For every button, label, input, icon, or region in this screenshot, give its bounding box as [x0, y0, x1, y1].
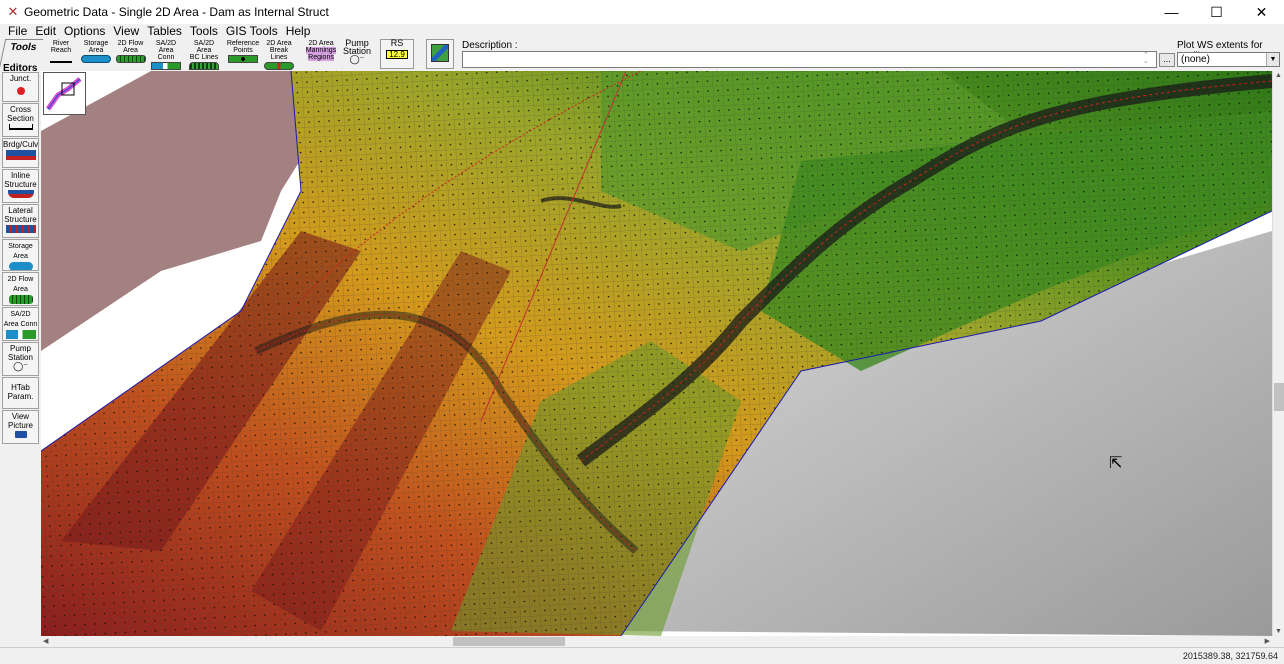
hillshade-area	[616, 231, 1272, 636]
hecras-icon: ✕	[7, 4, 19, 19]
terrain-ridge	[41, 71, 306, 351]
cross-section-icon	[8, 124, 33, 130]
minimize-button[interactable]: —	[1164, 4, 1179, 20]
camera-icon	[14, 431, 27, 438]
junction-icon	[16, 87, 25, 95]
sa-2d-conn-button[interactable]: SA/2D Area Conn	[148, 39, 184, 70]
menu-bar: File Edit Options View Tables Tools GIS …	[0, 24, 1284, 38]
scroll-right-icon[interactable]: ▶	[1264, 638, 1270, 645]
editor-sa-2d-conn-button[interactable]: SA/2D Area Conn	[2, 307, 39, 341]
menu-gis-tools[interactable]: GIS Tools	[225, 24, 278, 38]
scroll-left-icon[interactable]: ◀	[43, 638, 49, 645]
2d-area-boundary	[41, 71, 302, 452]
pump-station-icon: ◯⁻	[13, 361, 28, 371]
reference-points-button[interactable]: Reference Points	[225, 39, 261, 69]
2d-mesh-grid	[41, 71, 1272, 636]
description-browse-button[interactable]: ...	[1159, 53, 1175, 67]
editor-cross-section-button[interactable]: Cross Section	[2, 103, 39, 137]
editor-view-picture-button[interactable]: View Picture	[2, 410, 39, 444]
editor-junction-button[interactable]: Junct.	[2, 72, 39, 102]
background-map-button[interactable]	[426, 39, 454, 69]
2d-flow-area-button[interactable]: 2D Flow Area	[114, 39, 147, 69]
plot-ws-selected: (none)	[1181, 54, 1210, 65]
terrain-map	[41, 71, 1272, 636]
coordinate-readout: 2015389.38, 321759.64	[1182, 651, 1278, 661]
bc-lines-icon	[189, 62, 219, 70]
editor-bridge-culvert-button[interactable]: Brdg/Culv	[2, 138, 39, 168]
river-reach-button[interactable]: River Reach	[45, 39, 77, 69]
scroll-down-icon[interactable]: ▼	[1275, 628, 1282, 635]
editor-pump-station-button[interactable]: Pump Station ◯⁻	[2, 342, 39, 376]
geometry-map-canvas[interactable]	[41, 71, 1272, 636]
description-spin-icon[interactable]: ⌃ ⌄	[1143, 52, 1149, 65]
vertical-scroll-thumb[interactable]	[1274, 383, 1284, 411]
horizontal-scrollbar[interactable]: ◀ ▶	[41, 636, 1272, 647]
tab-editors[interactable]: Editors	[3, 63, 38, 74]
title-bar: ✕ Geometric Data - Single 2D Area - Dam …	[0, 0, 1284, 24]
chevron-down-icon: ▼	[1266, 53, 1279, 66]
editors-panel: Editors Junct. Cross Section Brdg/Culv I…	[2, 63, 40, 645]
horizontal-scroll-thumb[interactable]	[453, 637, 565, 646]
menu-file[interactable]: File	[8, 24, 28, 38]
menu-tables[interactable]: Tables	[147, 24, 182, 38]
vertical-scrollbar[interactable]: ▲ ▼	[1272, 71, 1284, 636]
river-reach-icon	[50, 55, 72, 63]
status-bar: 2015389.38, 321759.64	[0, 647, 1284, 664]
toolbar: River Reach Storage Area 2D Flow Area SA/2D…	[0, 38, 1284, 70]
storage-area-icon	[8, 262, 33, 270]
editor-inline-structure-button[interactable]: Inline Structure	[2, 169, 39, 203]
htab-icon: HTab Param.	[7, 383, 34, 401]
overview-map	[45, 77, 82, 111]
sa-2d-conn-icon	[5, 330, 36, 339]
window-title: Geometric Data - Single 2D Area - Dam as…	[24, 5, 329, 19]
pump-station-button[interactable]: Pump Station ◯⁻	[342, 38, 372, 64]
reference-points-icon	[228, 55, 258, 63]
storage-area-button[interactable]: Storage Area	[79, 39, 113, 69]
menu-help[interactable]: Help	[285, 24, 311, 38]
close-button[interactable]: ✕	[1255, 3, 1268, 20]
pump-station-icon: ◯⁻	[349, 54, 365, 64]
mouse-cursor-icon: ⇱	[1109, 455, 1123, 472]
editor-2d-flow-area-button[interactable]: 2D Flow Area	[2, 272, 39, 306]
internal-structure-line	[255, 314, 637, 552]
overview-inset[interactable]	[43, 72, 86, 115]
break-lines-icon	[264, 62, 294, 70]
bridge-culvert-icon	[5, 150, 36, 160]
description-input[interactable]	[462, 51, 1157, 68]
break-line	[580, 80, 1272, 462]
background-map-icon	[431, 44, 449, 62]
2d-area-boundary	[620, 210, 1272, 636]
bc-lines-button[interactable]: SA/2D Area BC Lines	[185, 39, 223, 70]
channel-segment	[540, 196, 622, 209]
maximize-button[interactable]: ☐	[1210, 3, 1223, 20]
plot-ws-select[interactable]: (none) ▼	[1177, 52, 1280, 67]
2d-flow-area-icon	[8, 295, 33, 304]
menu-options[interactable]: Options	[64, 24, 106, 38]
mannings-regions-button[interactable]: 2D Area Mannings Regions	[305, 40, 337, 61]
inline-structure-icon	[7, 190, 34, 198]
editor-lateral-structure-button[interactable]: Lateral Structure	[2, 204, 39, 238]
sa-2d-conn-icon	[151, 62, 181, 70]
scroll-up-icon[interactable]: ▲	[1275, 72, 1282, 79]
2d-flow-area-icon	[115, 55, 146, 63]
description-label: Description :	[462, 40, 518, 51]
break-line	[480, 71, 627, 422]
menu-tools[interactable]: Tools	[189, 24, 218, 38]
rs-icon: 12.9	[386, 50, 408, 59]
menu-edit[interactable]: Edit	[35, 24, 57, 38]
editor-htab-button[interactable]: HTab Param.	[2, 377, 39, 409]
storage-area-icon	[81, 55, 111, 63]
menu-view[interactable]: View	[113, 24, 140, 38]
lateral-structure-icon	[5, 225, 36, 233]
rs-button[interactable]: RS 12.9	[380, 39, 414, 69]
break-lines-button[interactable]: 2D Area Break Lines	[261, 39, 297, 70]
editor-storage-area-button[interactable]: Storage Area	[2, 239, 39, 271]
